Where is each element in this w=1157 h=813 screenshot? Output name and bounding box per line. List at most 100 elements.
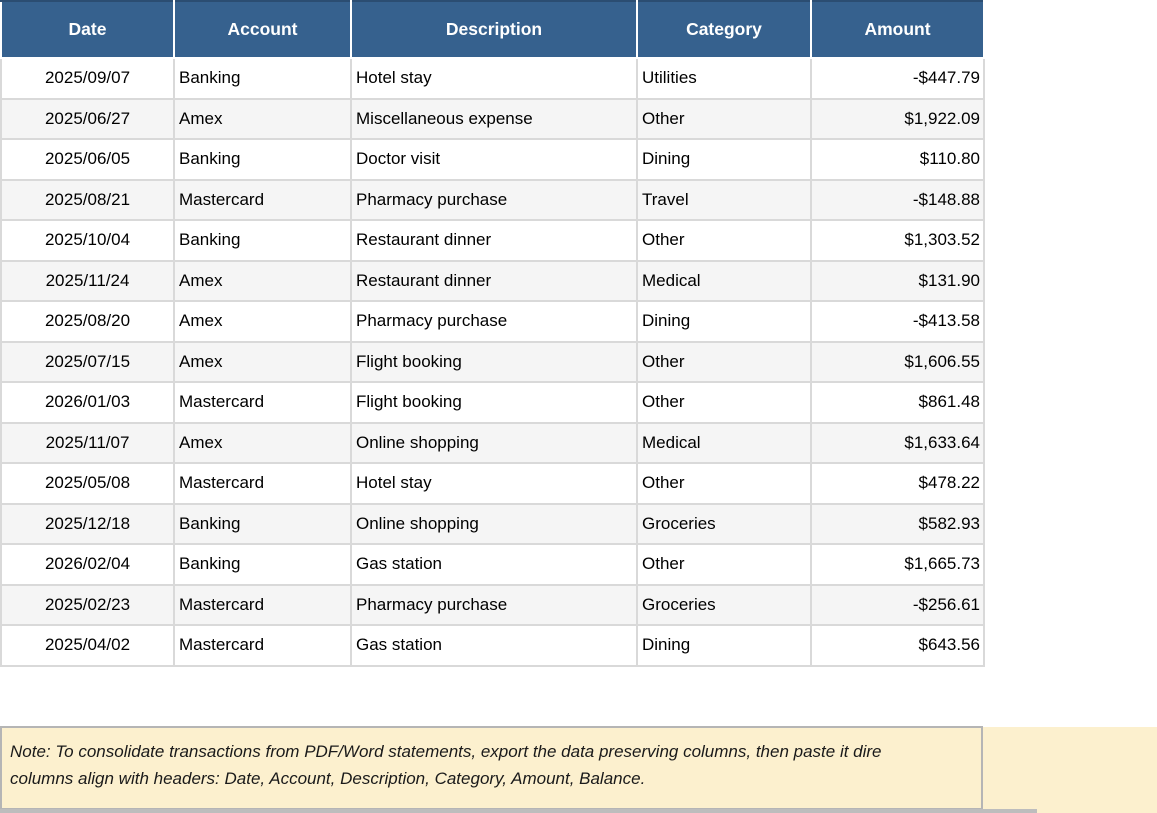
cell-date[interactable]: 2025/11/24 bbox=[0, 259, 175, 302]
cell-amount[interactable]: $1,922.09 bbox=[810, 97, 985, 140]
cell-account[interactable]: Mastercard bbox=[173, 178, 352, 221]
cell-date[interactable]: 2025/05/08 bbox=[0, 462, 175, 505]
cell-account[interactable]: Amex bbox=[173, 259, 352, 302]
table-row: 2025/02/23 Mastercard Pharmacy purchase Gro… bbox=[0, 583, 985, 626]
table-row: 2025/06/05 Banking Doctor visit Dining $110.… bbox=[0, 138, 985, 181]
cell-category[interactable]: Utilities bbox=[636, 57, 812, 100]
table-row: 2025/08/20 Amex Pharmacy purchase Dining -$4… bbox=[0, 300, 985, 343]
cell-amount[interactable]: $1,633.64 bbox=[810, 421, 985, 464]
transactions-table: Date Account Description Category Amount… bbox=[0, 0, 985, 667]
cell-account[interactable]: Banking bbox=[173, 502, 352, 545]
cell-category[interactable]: Dining bbox=[636, 138, 812, 181]
cell-date[interactable]: 2025/08/21 bbox=[0, 178, 175, 221]
cell-account[interactable]: Amex bbox=[173, 340, 352, 383]
cell-category[interactable]: Other bbox=[636, 340, 812, 383]
cell-description[interactable]: Gas station bbox=[350, 543, 638, 586]
cell-amount[interactable]: -$148.88 bbox=[810, 178, 985, 221]
cell-category[interactable]: Other bbox=[636, 381, 812, 424]
table-body: 2025/09/07 Banking Hotel stay Utilities -$44… bbox=[0, 57, 985, 667]
cell-description[interactable]: Gas station bbox=[350, 624, 638, 667]
cell-account[interactable]: Banking bbox=[173, 543, 352, 586]
cell-date[interactable]: 2026/01/03 bbox=[0, 381, 175, 424]
column-header-description[interactable]: Description bbox=[350, 0, 638, 59]
cell-category[interactable]: Medical bbox=[636, 421, 812, 464]
cell-date[interactable]: 2025/06/05 bbox=[0, 138, 175, 181]
cell-category[interactable]: Other bbox=[636, 543, 812, 586]
window-edge-shadow bbox=[0, 809, 1037, 813]
cell-category[interactable]: Travel bbox=[636, 178, 812, 221]
cell-account[interactable]: Amex bbox=[173, 300, 352, 343]
cell-date[interactable]: 2025/08/20 bbox=[0, 300, 175, 343]
cell-description[interactable]: Online shopping bbox=[350, 502, 638, 545]
cell-account[interactable]: Mastercard bbox=[173, 583, 352, 626]
cell-account[interactable]: Mastercard bbox=[173, 624, 352, 667]
cell-amount[interactable]: $1,303.52 bbox=[810, 219, 985, 262]
cell-description[interactable]: Flight booking bbox=[350, 340, 638, 383]
cell-amount[interactable]: -$256.61 bbox=[810, 583, 985, 626]
column-header-account[interactable]: Account bbox=[173, 0, 352, 59]
cell-account[interactable]: Mastercard bbox=[173, 462, 352, 505]
cell-description[interactable]: Restaurant dinner bbox=[350, 259, 638, 302]
note-text-line1: Note: To consolidate transactions from P… bbox=[10, 742, 882, 761]
cell-amount[interactable]: $861.48 bbox=[810, 381, 985, 424]
cell-date[interactable]: 2025/04/02 bbox=[0, 624, 175, 667]
table-row: 2025/07/15 Amex Flight booking Other $1,606.… bbox=[0, 340, 985, 383]
cell-amount[interactable]: $110.80 bbox=[810, 138, 985, 181]
cell-category[interactable]: Dining bbox=[636, 300, 812, 343]
cell-date[interactable]: 2026/02/04 bbox=[0, 543, 175, 586]
cell-date[interactable]: 2025/11/07 bbox=[0, 421, 175, 464]
cell-description[interactable]: Restaurant dinner bbox=[350, 219, 638, 262]
cell-category[interactable]: Dining bbox=[636, 624, 812, 667]
cell-date[interactable]: 2025/09/07 bbox=[0, 57, 175, 100]
cell-amount[interactable]: -$447.79 bbox=[810, 57, 985, 100]
cell-description[interactable]: Doctor visit bbox=[350, 138, 638, 181]
column-header-category[interactable]: Category bbox=[636, 0, 812, 59]
cell-description[interactable]: Online shopping bbox=[350, 421, 638, 464]
cell-description[interactable]: Flight booking bbox=[350, 381, 638, 424]
table-row: 2025/12/18 Banking Online shopping Grocerie… bbox=[0, 502, 985, 545]
cell-amount[interactable]: $1,665.73 bbox=[810, 543, 985, 586]
note-box[interactable]: Note: To consolidate transactions from P… bbox=[0, 726, 983, 810]
cell-amount[interactable]: $1,606.55 bbox=[810, 340, 985, 383]
column-header-amount[interactable]: Amount bbox=[810, 0, 985, 59]
cell-description[interactable]: Pharmacy purchase bbox=[350, 583, 638, 626]
cell-amount[interactable]: $582.93 bbox=[810, 502, 985, 545]
cell-amount[interactable]: -$413.58 bbox=[810, 300, 985, 343]
cell-amount[interactable]: $131.90 bbox=[810, 259, 985, 302]
cell-description[interactable]: Hotel stay bbox=[350, 462, 638, 505]
transactions-table-wrap: Date Account Description Category Amount… bbox=[0, 0, 985, 667]
cell-date[interactable]: 2025/07/15 bbox=[0, 340, 175, 383]
table-row: 2025/11/07 Amex Online shopping Medical $1,6… bbox=[0, 421, 985, 464]
cell-account[interactable]: Banking bbox=[173, 138, 352, 181]
cell-category[interactable]: Other bbox=[636, 97, 812, 140]
cell-account[interactable]: Amex bbox=[173, 97, 352, 140]
table-row: 2025/04/02 Mastercard Gas station Dining $64… bbox=[0, 624, 985, 667]
cell-category[interactable]: Groceries bbox=[636, 502, 812, 545]
cell-date[interactable]: 2025/10/04 bbox=[0, 219, 175, 262]
cell-account[interactable]: Banking bbox=[173, 219, 352, 262]
cell-date[interactable]: 2025/06/27 bbox=[0, 97, 175, 140]
note-text-line2: columns align with headers: Date, Accoun… bbox=[10, 769, 646, 788]
cell-description[interactable]: Hotel stay bbox=[350, 57, 638, 100]
cell-date[interactable]: 2025/12/18 bbox=[0, 502, 175, 545]
table-row: 2025/11/24 Amex Restaurant dinner Medical $1… bbox=[0, 259, 985, 302]
cell-date[interactable]: 2025/02/23 bbox=[0, 583, 175, 626]
cell-account[interactable]: Amex bbox=[173, 421, 352, 464]
cell-amount[interactable]: $478.22 bbox=[810, 462, 985, 505]
cell-description[interactable]: Miscellaneous expense bbox=[350, 97, 638, 140]
table-row: 2026/02/04 Banking Gas station Other $1,665.… bbox=[0, 543, 985, 586]
cell-category[interactable]: Other bbox=[636, 462, 812, 505]
cell-category[interactable]: Medical bbox=[636, 259, 812, 302]
cell-account[interactable]: Banking bbox=[173, 57, 352, 100]
table-row: 2025/09/07 Banking Hotel stay Utilities -$44… bbox=[0, 57, 985, 100]
cell-description[interactable]: Pharmacy purchase bbox=[350, 300, 638, 343]
header-row: Date Account Description Category Amount bbox=[0, 0, 985, 59]
table-row: 2025/10/04 Banking Restaurant dinner Other $… bbox=[0, 219, 985, 262]
cell-category[interactable]: Groceries bbox=[636, 583, 812, 626]
cell-account[interactable]: Mastercard bbox=[173, 381, 352, 424]
cell-description[interactable]: Pharmacy purchase bbox=[350, 178, 638, 221]
cell-category[interactable]: Other bbox=[636, 219, 812, 262]
table-row: 2025/06/27 Amex Miscellaneous expense Other… bbox=[0, 97, 985, 140]
cell-amount[interactable]: $643.56 bbox=[810, 624, 985, 667]
column-header-date[interactable]: Date bbox=[0, 0, 175, 59]
